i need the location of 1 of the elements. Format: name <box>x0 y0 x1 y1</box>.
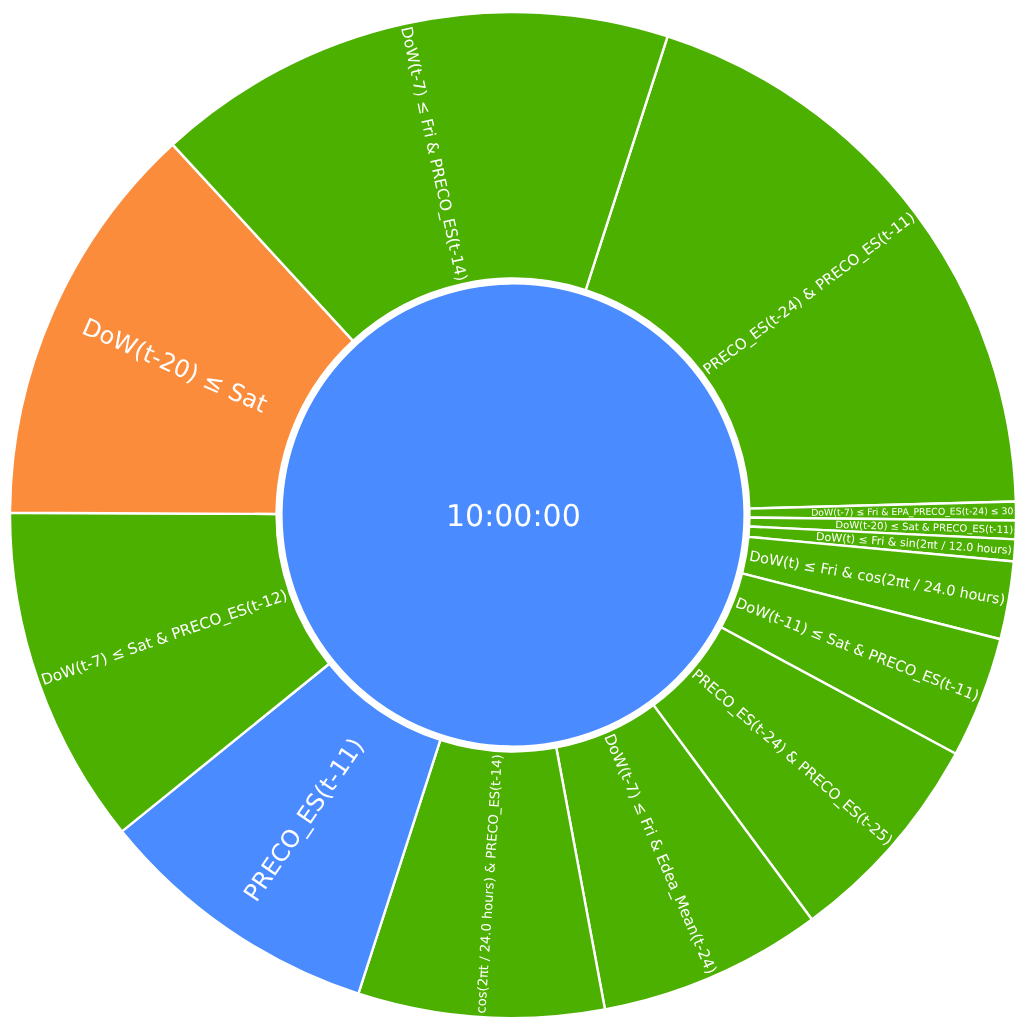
text: 10:00:00 <box>446 498 581 534</box>
